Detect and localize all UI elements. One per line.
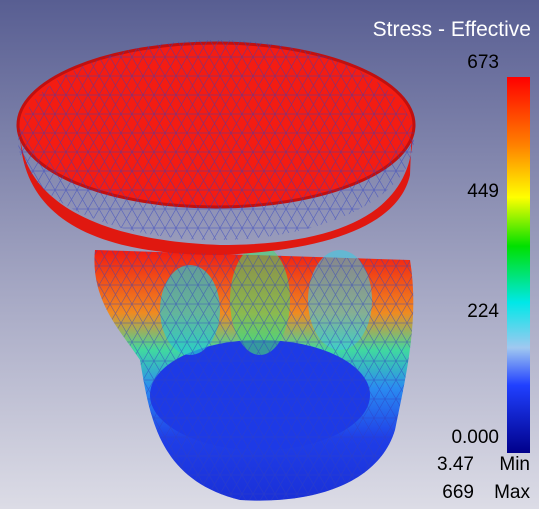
max-value: 669 [442, 482, 474, 504]
min-label: Min [499, 454, 530, 476]
tick-label: 0.000 [451, 427, 499, 449]
tick-label: 449 [467, 181, 499, 203]
mesh-disk [18, 40, 414, 240]
legend-title: Stress - Effective [373, 18, 531, 42]
colorbar [507, 77, 530, 453]
min-value: 3.47 [437, 454, 474, 476]
tick-label: 673 [467, 52, 499, 74]
tick-label: 224 [467, 301, 499, 323]
max-label: Max [494, 482, 530, 504]
viewport: Stress - Effective 673 449 224 0.000 3.4… [0, 0, 539, 509]
